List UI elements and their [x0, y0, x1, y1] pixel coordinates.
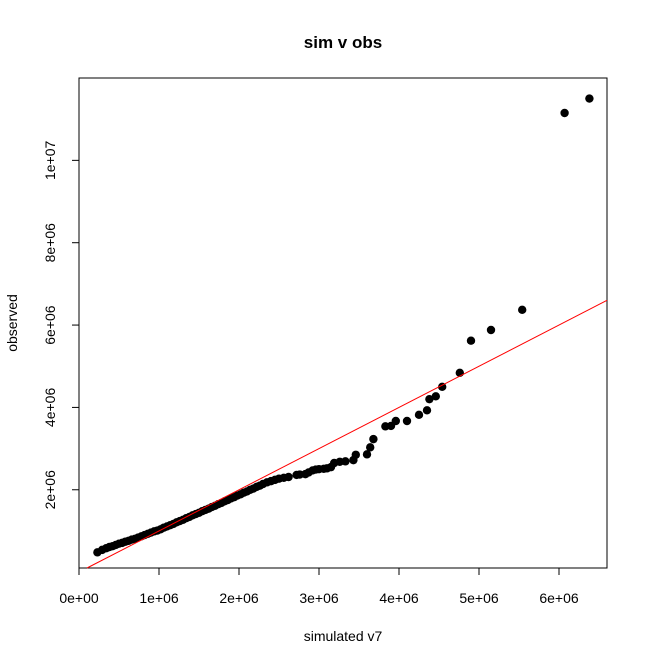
data-point [341, 457, 350, 466]
y-tick-label: 2e+06 [42, 470, 58, 510]
y-tick-label: 4e+06 [42, 388, 58, 428]
x-tick-label: 1e+06 [139, 590, 179, 606]
x-tick-label: 5e+06 [459, 590, 499, 606]
x-axis-label: simulated v7 [304, 628, 383, 644]
reference-line-group [86, 299, 608, 569]
data-point [585, 94, 594, 103]
data-point [486, 325, 496, 335]
data-point [431, 392, 440, 401]
x-tick-label: 4e+06 [379, 590, 419, 606]
data-point [414, 410, 424, 420]
chart-title: sim v obs [304, 33, 382, 52]
data-point [422, 406, 432, 415]
x-tick-label: 0e+00 [59, 590, 99, 606]
y-axis-label: observed [4, 294, 20, 352]
data-point [351, 450, 360, 459]
data-point [366, 443, 375, 452]
reference-line [86, 299, 608, 569]
data-point [369, 434, 378, 444]
data-point [391, 416, 400, 426]
plot-frame [78, 77, 608, 569]
data-point [518, 305, 527, 315]
x-tick-label: 6e+06 [539, 590, 579, 606]
data-point [438, 382, 447, 392]
data-point [560, 108, 569, 118]
x-tick-label: 2e+06 [219, 590, 259, 606]
y-tick-label: 8e+06 [42, 223, 58, 263]
data-point [466, 336, 476, 345]
data-point [425, 394, 434, 404]
y-tick-label: 1e+07 [42, 140, 58, 180]
data-point [284, 472, 293, 482]
data-points [93, 94, 594, 557]
y-axis: 2e+06 4e+06 6e+06 8e+06 1e+07 [42, 140, 80, 510]
x-tick-label: 3e+06 [299, 590, 339, 606]
data-point [402, 416, 412, 426]
x-axis: 0e+00 1e+06 2e+06 3e+06 4e+06 5e+06 6e+06 [59, 567, 579, 606]
data-point [362, 450, 372, 459]
y-tick-label: 6e+06 [42, 305, 58, 345]
